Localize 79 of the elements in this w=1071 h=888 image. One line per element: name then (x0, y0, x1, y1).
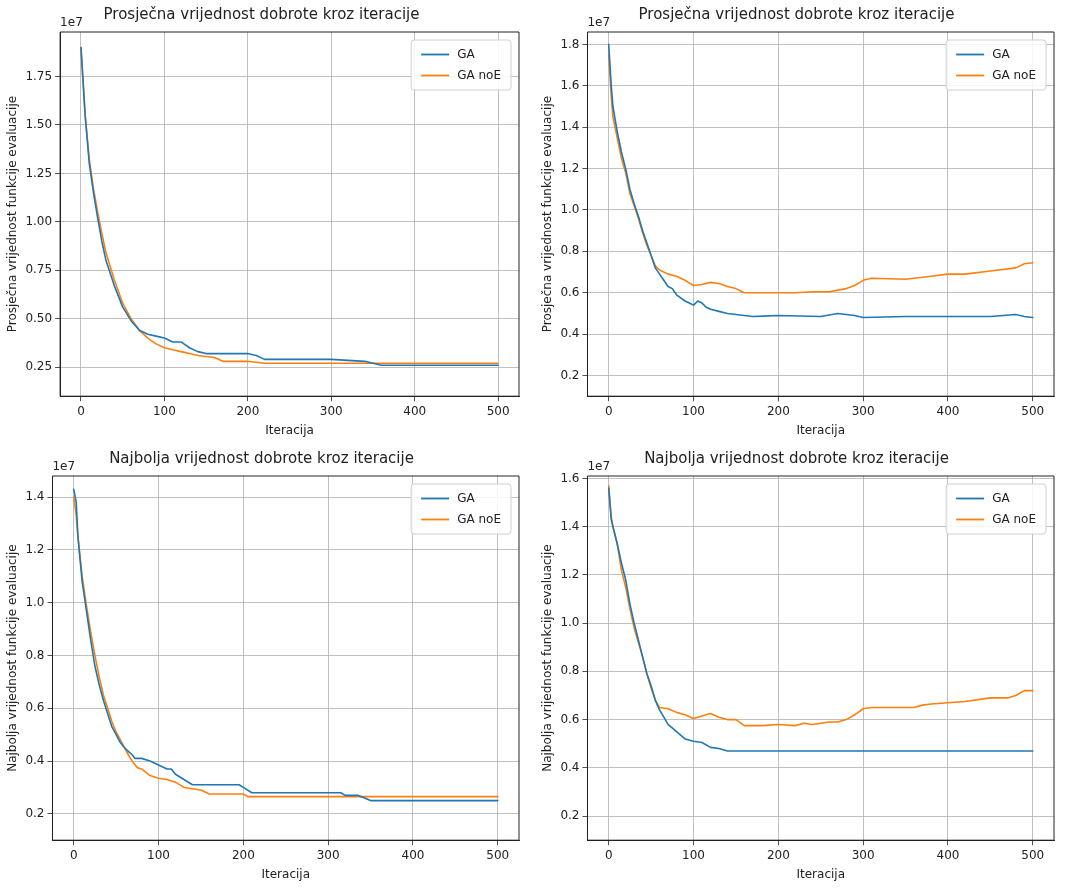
text: 1e7 (60, 15, 83, 30)
x-tick-label: 100 (152, 403, 176, 418)
text: 1e7 (587, 459, 611, 474)
y-tick-label: 1.8 (560, 36, 580, 51)
legend-label: GA (992, 46, 1011, 61)
y-tick-label: 1.2 (25, 542, 45, 557)
y-tick-label: 1.00 (25, 213, 53, 228)
x-tick-label: 0 (69, 847, 78, 862)
y-tick-label: 0.8 (25, 647, 45, 662)
y-tick-label: 0.6 (25, 700, 45, 715)
chart-title: Najbolja vrijednost dobrote kroz iteracije (109, 448, 414, 467)
text: 1e7 (587, 15, 611, 30)
x-tick-label: 400 (936, 847, 960, 862)
y-axis-title: Najbolja vrijednost funkcije evaluacije (540, 544, 555, 772)
y-tick-label: 1.4 (25, 489, 45, 504)
x-tick-label: 200 (766, 847, 790, 862)
y-tick-label: 0.6 (560, 284, 580, 299)
x-tick-label: 500 (486, 403, 510, 418)
x-tick-label: 100 (682, 847, 705, 862)
x-tick-label: 500 (1021, 847, 1045, 862)
y-tick-label: 1.0 (560, 615, 580, 630)
x-tick-label: 500 (486, 847, 510, 862)
x-axis-title: Iteracija (796, 422, 846, 437)
x-tick-label: 100 (147, 847, 170, 862)
y-tick-label: 0.2 (25, 805, 45, 820)
y-tick-label: 0.2 (560, 808, 580, 823)
x-tick-label: 400 (403, 403, 427, 418)
x-tick-label: 0 (604, 403, 613, 418)
y-axis-title: Prosječna vrijednost funkcije evaluacije (5, 95, 20, 333)
x-tick-label: 200 (231, 847, 255, 862)
y-tick-label: 1.25 (25, 165, 53, 180)
chart-title: Najbolja vrijednost dobrote kroz iteracije (644, 448, 949, 467)
chart-title: Prosječna vrijednost dobrote kroz iteracije (638, 4, 955, 23)
y-tick-label: 1.0 (560, 202, 580, 217)
y-axis-title: Prosječna vrijednost funkcije evaluacije (540, 95, 555, 333)
x-tick-label: 0 (604, 847, 613, 862)
y-tick-label: 1.2 (560, 567, 580, 582)
y-tick-label: 0.4 (560, 326, 580, 341)
y-tick-label: 0.4 (560, 759, 580, 774)
y-tick-label: 1.50 (25, 117, 53, 132)
chart-title: Prosječna vrijednost dobrote kroz iteracije (103, 4, 420, 23)
x-tick-label: 400 (401, 847, 425, 862)
x-tick-label: 400 (936, 403, 960, 418)
legend-label: GA noE (992, 511, 1037, 526)
x-axis-title: Iteracija (261, 866, 311, 881)
y-tick-label: 1.75 (25, 68, 53, 83)
x-tick-label: 300 (316, 847, 340, 862)
x-tick-label: 500 (1021, 403, 1045, 418)
y-axis-title: Najbolja vrijednost funkcije evaluacije (5, 544, 20, 772)
x-axis-title: Iteracija (796, 866, 846, 881)
y-tick-label: 0.6 (560, 711, 580, 726)
y-tick-label: 0.50 (25, 310, 53, 325)
legend-label: GA (457, 490, 476, 505)
x-tick-label: 100 (682, 403, 705, 418)
y-tick-label: 0.75 (25, 262, 53, 277)
y-tick-label: 0.25 (25, 359, 53, 374)
x-tick-label: 200 (236, 403, 260, 418)
x-tick-label: 200 (766, 403, 790, 418)
y-tick-label: 1.6 (560, 77, 580, 92)
legend-label: GA noE (457, 511, 502, 526)
y-tick-label: 0.4 (25, 753, 45, 768)
x-tick-label: 300 (851, 403, 875, 418)
y-tick-label: 0.8 (560, 243, 580, 258)
y-tick-label: 1.4 (560, 119, 580, 134)
text: 1e7 (52, 459, 76, 474)
x-tick-label: 300 (319, 403, 343, 418)
legend-label: GA noE (457, 67, 502, 82)
x-tick-label: 0 (77, 403, 85, 418)
x-tick-label: 300 (851, 847, 875, 862)
y-tick-label: 1.2 (560, 160, 580, 175)
y-tick-label: 0.8 (560, 663, 580, 678)
y-tick-label: 1.6 (560, 470, 580, 485)
legend-label: GA (457, 46, 476, 61)
y-tick-label: 1.0 (25, 594, 45, 609)
x-axis-title: Iteracija (265, 422, 314, 437)
y-tick-label: 0.2 (560, 367, 580, 382)
y-tick-label: 1.4 (560, 518, 580, 533)
legend-label: GA noE (992, 67, 1037, 82)
legend-label: GA (992, 490, 1011, 505)
